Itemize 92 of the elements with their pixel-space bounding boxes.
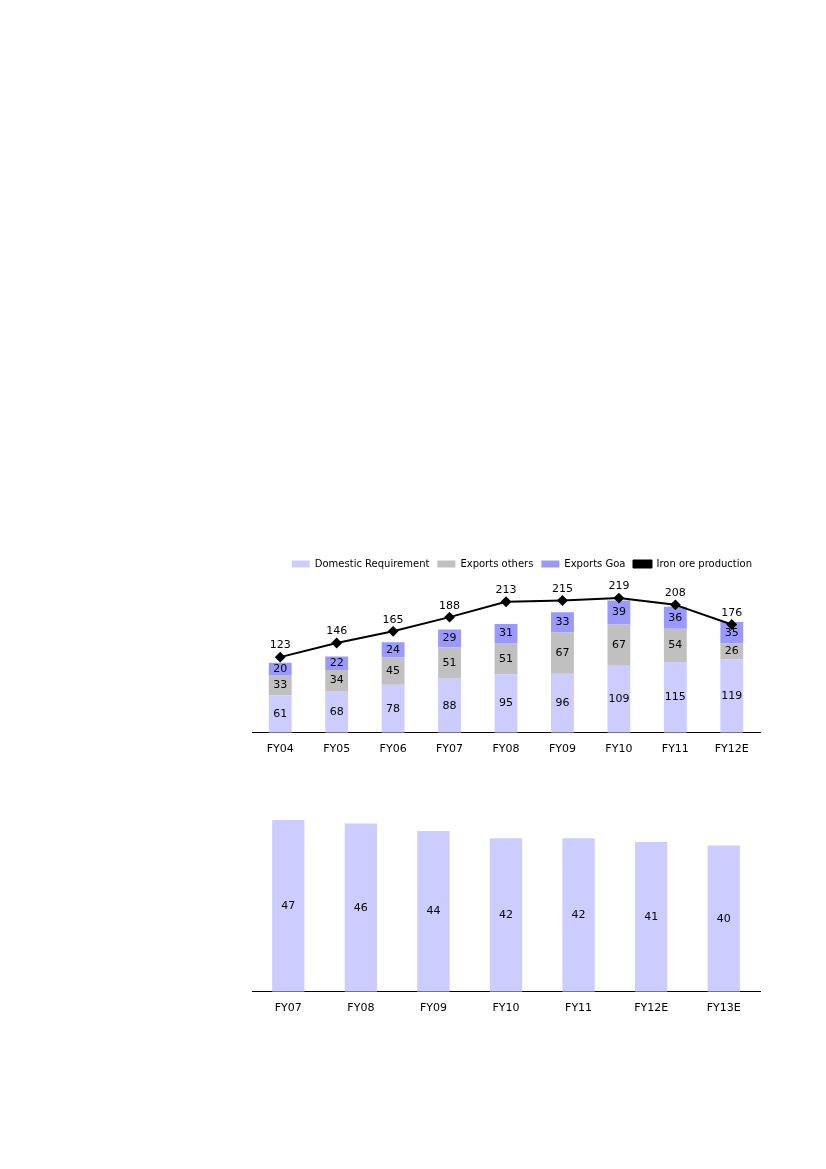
x-tick-label: FY07 bbox=[436, 742, 464, 756]
data-label: 78 bbox=[386, 701, 401, 715]
data-label: 34 bbox=[329, 673, 344, 687]
bar bbox=[381, 684, 405, 733]
point bbox=[331, 637, 342, 648]
point bbox=[670, 599, 681, 610]
point bbox=[388, 626, 399, 637]
point bbox=[275, 652, 286, 663]
data-label: 33 bbox=[555, 615, 570, 629]
bar bbox=[381, 657, 405, 685]
bar bbox=[663, 662, 687, 733]
x-tick-label: FY04 bbox=[266, 742, 294, 756]
data-label: 208 bbox=[664, 586, 686, 600]
data-label: 45 bbox=[386, 663, 401, 677]
point bbox=[444, 612, 455, 623]
data-label: 67 bbox=[611, 637, 626, 651]
data-label: 109 bbox=[608, 692, 630, 706]
data-label: 51 bbox=[499, 651, 513, 665]
data-label: 22 bbox=[329, 656, 344, 670]
data-label: 188 bbox=[439, 598, 461, 612]
data-label: 219 bbox=[608, 579, 630, 593]
data-label: 96 bbox=[555, 696, 570, 710]
point bbox=[557, 595, 568, 606]
data-label: 68 bbox=[329, 704, 344, 718]
x-tick-label: FY11 bbox=[661, 742, 689, 756]
bar bbox=[438, 647, 461, 679]
data-label: 115 bbox=[664, 690, 686, 704]
data-label: 44 bbox=[426, 904, 441, 918]
x-tick-label: FY05 bbox=[323, 742, 351, 756]
x-tick-label: FY12E bbox=[714, 742, 749, 756]
bar bbox=[268, 695, 292, 733]
bar bbox=[344, 823, 378, 992]
legend-label: Exports others bbox=[460, 557, 534, 569]
bar bbox=[663, 628, 687, 663]
bar bbox=[417, 830, 450, 992]
data-label: 119 bbox=[721, 689, 743, 703]
x-tick-label: FY09 bbox=[548, 742, 576, 756]
bar bbox=[607, 665, 631, 733]
x-tick-label: FY07 bbox=[274, 1001, 302, 1015]
x-tick-label: FY12E bbox=[634, 1001, 669, 1015]
bar bbox=[634, 841, 668, 992]
point bbox=[501, 596, 511, 607]
data-label: 31 bbox=[499, 626, 513, 640]
x-tick-label: FY08 bbox=[492, 742, 520, 756]
data-label: 36 bbox=[668, 610, 683, 624]
bar bbox=[720, 659, 744, 733]
data-label: 40 bbox=[716, 911, 731, 925]
x-tick-label: FY11 bbox=[565, 1001, 593, 1015]
data-label: 42 bbox=[499, 907, 513, 921]
bar bbox=[707, 845, 740, 992]
x-tick-label: FY08 bbox=[347, 1001, 375, 1015]
data-label: 88 bbox=[442, 698, 457, 712]
bar bbox=[272, 819, 305, 992]
data-label: 54 bbox=[668, 638, 683, 652]
data-label: 67 bbox=[555, 645, 570, 659]
data-label: 95 bbox=[499, 696, 513, 710]
data-label: 41 bbox=[644, 909, 659, 923]
bar bbox=[551, 632, 574, 674]
data-label: 29 bbox=[442, 631, 457, 645]
x-tick-label: FY10 bbox=[492, 1001, 520, 1015]
bar bbox=[607, 624, 631, 666]
bar bbox=[489, 838, 523, 992]
data-label: 39 bbox=[611, 605, 626, 619]
x-tick-label: FY09 bbox=[419, 1001, 447, 1015]
data-label: 123 bbox=[269, 638, 291, 652]
x-tick-label: FY06 bbox=[379, 742, 407, 756]
x-tick-label: FY10 bbox=[605, 742, 633, 756]
legend-label: Iron ore production bbox=[656, 557, 752, 569]
data-label: 47 bbox=[281, 898, 296, 912]
point bbox=[613, 593, 624, 604]
data-label: 26 bbox=[724, 644, 739, 658]
data-label: 176 bbox=[721, 605, 743, 619]
bar bbox=[562, 838, 595, 992]
data-label: 35 bbox=[724, 625, 739, 639]
data-label: 24 bbox=[386, 642, 401, 656]
x-tick-label: FY13E bbox=[706, 1001, 741, 1015]
bar bbox=[494, 674, 518, 733]
data-label: 146 bbox=[326, 624, 348, 638]
data-label: 33 bbox=[273, 677, 288, 691]
data-label: 165 bbox=[382, 612, 404, 626]
data-label: 215 bbox=[551, 581, 573, 595]
data-label: 61 bbox=[273, 706, 288, 720]
data-label: 51 bbox=[442, 655, 457, 669]
data-label: 46 bbox=[353, 900, 368, 914]
bar bbox=[325, 690, 349, 733]
data-label: 20 bbox=[273, 661, 288, 675]
bar bbox=[551, 673, 574, 733]
legend-label: Exports Goa bbox=[564, 557, 626, 569]
bar bbox=[438, 678, 461, 733]
data-label: 213 bbox=[495, 583, 517, 597]
data-label: 42 bbox=[571, 907, 586, 921]
legend-label: Domestic Requirement bbox=[314, 557, 430, 569]
